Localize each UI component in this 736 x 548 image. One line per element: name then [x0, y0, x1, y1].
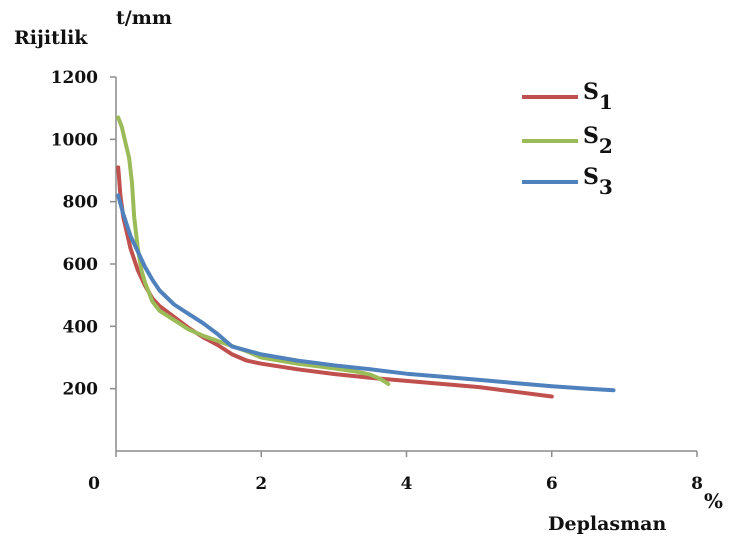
legend-subscript-1: 1 [599, 90, 613, 114]
y-axis-unit: t/mm [116, 7, 172, 29]
y-tick-label: 400 [63, 317, 99, 337]
series-line-1 [116, 165, 554, 399]
x-tick-label: 8 [691, 474, 703, 494]
y-tick-label: 800 [63, 193, 99, 213]
legend-subscript-3: 3 [599, 175, 613, 199]
tick-labels: 200 400 600 800 1000 1200 0 2 4 6 8 [51, 68, 703, 494]
y-tick-label: 200 [63, 380, 99, 400]
y-tick-label: 1000 [51, 130, 98, 150]
series-line-2 [116, 115, 391, 386]
legend-label-3: S [583, 164, 599, 190]
legend-entry-2: S2 [583, 123, 613, 158]
y-axis-label: Rijitlik [14, 27, 88, 49]
x-tick-label: 6 [546, 474, 558, 494]
x-tick-label: 4 [401, 474, 413, 494]
legend-label-1: S [583, 79, 599, 105]
y-tick-label: 600 [63, 255, 99, 275]
tick-marks [110, 76, 698, 457]
y-tick-label: 1200 [51, 68, 98, 88]
legend-subscript-2: 2 [599, 134, 613, 158]
x-axis-label: Deplasman [548, 513, 666, 535]
x-axis-unit: % [704, 489, 723, 513]
legend-label-2: S [583, 123, 599, 149]
legend-entry-1: S1 [583, 79, 613, 114]
series-line-3 [116, 193, 616, 393]
x-tick-label: 0 [88, 474, 100, 494]
x-tick-label: 2 [255, 474, 267, 494]
legend-entry-3: S3 [583, 164, 613, 199]
series-layer [116, 115, 616, 399]
